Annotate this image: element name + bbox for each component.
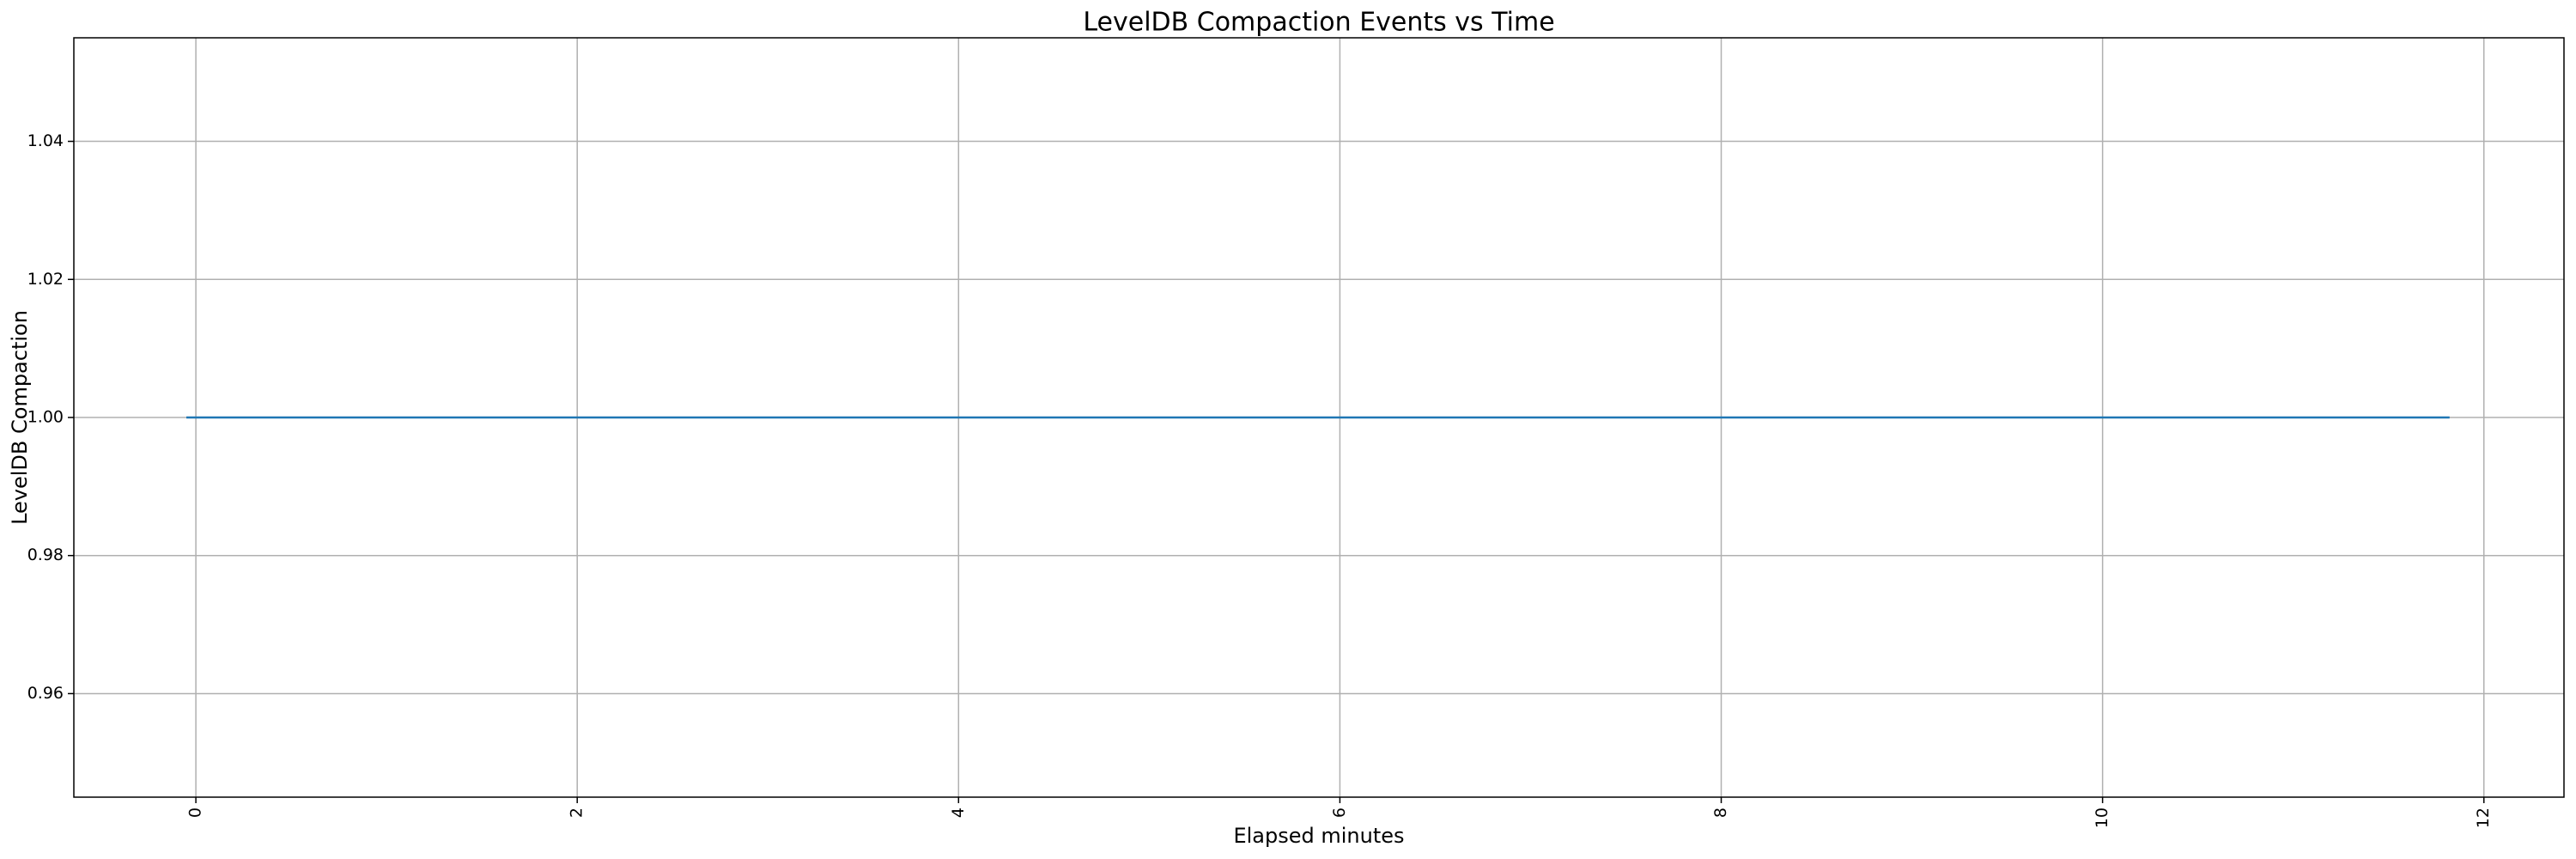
x-tick-label: 4 <box>949 807 968 818</box>
y-tick-label: 1.00 <box>27 408 64 427</box>
x-axis-label: Elapsed minutes <box>1233 824 1404 848</box>
x-tick-label: 0 <box>186 807 205 818</box>
chart-title: LevelDB Compaction Events vs Time <box>1083 8 1554 38</box>
y-axis-label: LevelDB Compaction <box>8 310 32 525</box>
plot-frame <box>73 37 2565 798</box>
y-tick-label: 0.98 <box>27 545 64 564</box>
x-tick-label: 12 <box>2474 807 2493 828</box>
y-tick-label: 1.04 <box>27 131 64 150</box>
x-tick-label: 10 <box>2093 807 2111 828</box>
x-tick-label: 8 <box>1711 807 1730 818</box>
y-tick-label: 0.96 <box>27 684 64 703</box>
x-tick-label: 6 <box>1330 807 1349 818</box>
y-tick-label: 1.02 <box>27 270 64 289</box>
x-tick-label: 2 <box>568 807 586 818</box>
